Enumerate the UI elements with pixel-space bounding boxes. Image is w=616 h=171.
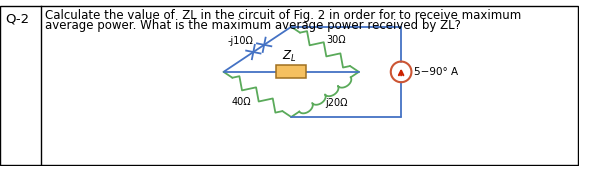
Text: 5−90° A: 5−90° A (415, 67, 458, 77)
Text: Q-2: Q-2 (6, 13, 30, 26)
Text: $Z_L$: $Z_L$ (282, 49, 296, 64)
Text: 30Ω: 30Ω (326, 35, 346, 45)
Text: 40Ω: 40Ω (232, 97, 251, 107)
Text: -j10Ω: -j10Ω (227, 36, 253, 46)
Text: Calculate the value of  ZL in the circuit of Fig. 2 in order for to receive maxi: Calculate the value of ZL in the circuit… (45, 9, 521, 22)
Bar (276, 65, 306, 78)
Text: j20Ω: j20Ω (325, 98, 347, 108)
Text: average power. What is the maximum average power received by ZL?: average power. What is the maximum avera… (45, 19, 461, 32)
